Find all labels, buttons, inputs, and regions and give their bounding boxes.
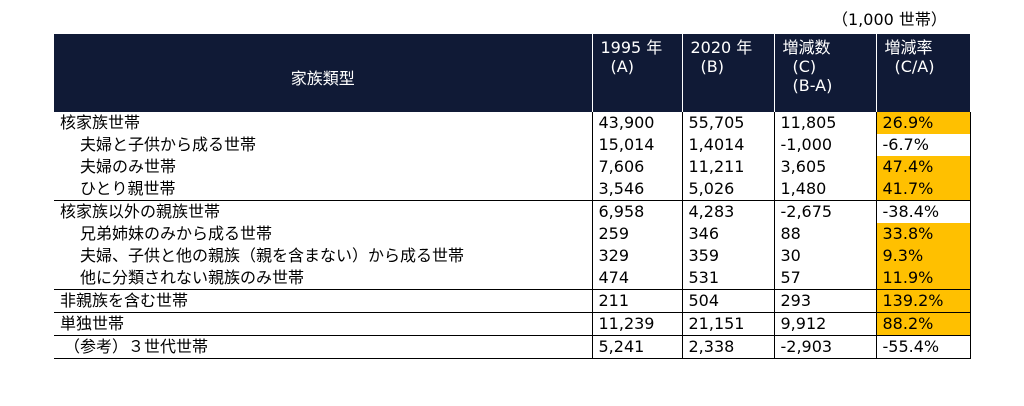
table-row: ひとり親世帯 3,546 5,026 1,480 41.7% xyxy=(54,178,971,201)
value-1995: 7,606 xyxy=(591,156,682,178)
value-2020: 2,338 xyxy=(681,335,774,359)
table-row: 他に分類されない親族のみ世帯 474 531 57 11.9% xyxy=(54,267,971,290)
table-row: （参考）３世代世帯 5,241 2,338 -2,903 -55.4% xyxy=(54,335,971,359)
value-rate: 47.4% xyxy=(875,156,971,178)
table-row: 核家族世帯 43,900 55,705 11,805 26.9% xyxy=(54,112,971,134)
row-label: 他に分類されない親族のみ世帯 xyxy=(54,267,592,290)
value-rate: 11.9% xyxy=(875,267,971,290)
value-2020: 504 xyxy=(681,289,774,313)
value-rate: -6.7% xyxy=(875,134,971,156)
table-row: 夫婦と子供から成る世帯 15,014 1,4014 -1,000 -6.7% xyxy=(54,134,971,156)
row-label: 核家族世帯 xyxy=(60,113,141,132)
header-diff: 増減数 (C) (B-A) xyxy=(773,34,876,112)
value-1995: 11,239 xyxy=(591,312,682,336)
value-diff: 11,805 xyxy=(773,112,876,134)
value-diff: 1,480 xyxy=(773,178,876,201)
row-label: 夫婦のみ世帯 xyxy=(80,157,177,176)
value-2020: 11,211 xyxy=(681,156,774,178)
value-rate: 139.2% xyxy=(875,289,971,313)
row-label: 核家族以外の親族世帯 xyxy=(60,202,221,221)
row-label: 兄弟姉妹のみから成る世帯 xyxy=(80,224,273,243)
header-rate-code: (C/A) xyxy=(894,57,935,76)
header-1995-code: (A) xyxy=(610,57,634,76)
row-label: 夫婦、子供と他の親族（親を含まない）から成る世帯 xyxy=(80,246,465,265)
header-rate-title: 増減率 xyxy=(884,38,933,57)
value-2020: 346 xyxy=(681,223,774,245)
value-1995: 6,958 xyxy=(591,200,682,223)
row-label: 単独世帯 xyxy=(54,312,592,336)
header-diff-formula: (B-A) xyxy=(792,76,833,95)
value-1995: 43,900 xyxy=(591,112,682,134)
unit-note: （1,000 世帯） xyxy=(832,10,947,29)
value-rate: 26.9% xyxy=(875,112,971,134)
table-row: 夫婦のみ世帯 7,606 11,211 3,605 47.4% xyxy=(54,156,971,178)
value-diff: 88 xyxy=(773,223,876,245)
header-diff-title: 増減数 xyxy=(782,38,831,57)
value-diff: 9,912 xyxy=(773,312,876,336)
value-1995: 329 xyxy=(591,245,682,267)
header-diff-code: (C) xyxy=(792,57,817,76)
value-2020: 4,283 xyxy=(681,200,774,223)
value-diff: 293 xyxy=(773,289,876,313)
value-rate: 41.7% xyxy=(875,178,971,201)
value-2020: 55,705 xyxy=(681,112,774,134)
header-rate: 増減率 (C/A) xyxy=(875,34,970,112)
row-label: 非親族を含む世帯 xyxy=(54,289,592,313)
table-row: 単独世帯 11,239 21,151 9,912 88.2% xyxy=(54,312,971,336)
header-row: 家族類型 1995 年 (A) 2020 年 (B) 増減数 (C) (B-A)… xyxy=(54,34,970,112)
header-1995: 1995 年 (A) xyxy=(591,34,682,112)
header-1995-year: 1995 年 xyxy=(600,38,663,57)
value-rate: -38.4% xyxy=(875,200,971,223)
table-row: 核家族以外の親族世帯 6,958 4,283 -2,675 -38.4% xyxy=(54,200,971,223)
row-label: （参考）３世代世帯 xyxy=(54,335,592,359)
value-diff: -1,000 xyxy=(773,134,876,156)
table-row: 兄弟姉妹のみから成る世帯 259 346 88 33.8% xyxy=(54,223,971,245)
value-1995: 259 xyxy=(591,223,682,245)
value-1995: 211 xyxy=(591,289,682,313)
table-row: 夫婦、子供と他の親族（親を含まない）から成る世帯 329 359 30 9.3% xyxy=(54,245,971,267)
header-2020-code: (B) xyxy=(700,57,724,76)
value-2020: 5,026 xyxy=(681,178,774,201)
value-2020: 21,151 xyxy=(681,312,774,336)
value-rate: 88.2% xyxy=(875,312,971,336)
value-1995: 5,241 xyxy=(591,335,682,359)
header-2020-year: 2020 年 xyxy=(690,38,753,57)
value-2020: 531 xyxy=(681,267,774,290)
value-diff: -2,675 xyxy=(773,200,876,223)
value-diff: -2,903 xyxy=(773,335,876,359)
value-rate: 9.3% xyxy=(875,245,971,267)
value-rate: 33.8% xyxy=(875,223,971,245)
value-1995: 15,014 xyxy=(591,134,682,156)
value-rate: -55.4% xyxy=(875,335,971,359)
value-2020: 359 xyxy=(681,245,774,267)
row-label: ひとり親世帯 xyxy=(54,178,592,201)
value-diff: 3,605 xyxy=(773,156,876,178)
value-2020: 1,4014 xyxy=(681,134,774,156)
header-2020: 2020 年 (B) xyxy=(681,34,774,112)
value-1995: 3,546 xyxy=(591,178,682,201)
row-label: 夫婦と子供から成る世帯 xyxy=(80,135,257,154)
value-1995: 474 xyxy=(591,267,682,290)
table-row: 非親族を含む世帯 211 504 293 139.2% xyxy=(54,289,971,313)
header-category: 家族類型 xyxy=(54,34,592,112)
value-diff: 57 xyxy=(773,267,876,290)
household-table: 家族類型 1995 年 (A) 2020 年 (B) 増減数 (C) (B-A)… xyxy=(54,34,971,359)
value-diff: 30 xyxy=(773,245,876,267)
